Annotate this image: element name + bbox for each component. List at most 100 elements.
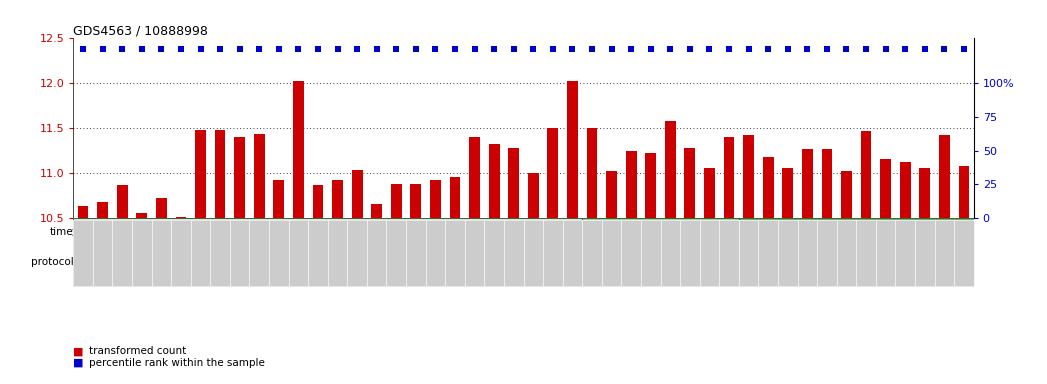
Point xyxy=(760,46,777,52)
Point xyxy=(897,46,914,52)
Point xyxy=(153,46,170,52)
Point xyxy=(877,46,894,52)
Bar xyxy=(215,130,225,218)
Bar xyxy=(117,185,128,218)
Text: ■: ■ xyxy=(73,358,84,368)
Bar xyxy=(352,170,362,218)
Point xyxy=(838,46,854,52)
Bar xyxy=(293,81,304,218)
Text: passive loading: passive loading xyxy=(662,257,738,267)
Point xyxy=(956,46,973,52)
Bar xyxy=(235,137,245,218)
Bar xyxy=(582,247,661,276)
Text: percentile rank within the sample: percentile rank within the sample xyxy=(89,358,265,368)
Bar xyxy=(685,148,695,218)
Bar xyxy=(822,149,832,218)
Bar xyxy=(273,180,284,218)
Bar xyxy=(626,151,637,218)
Point xyxy=(349,46,365,52)
Point xyxy=(603,46,620,52)
Point xyxy=(701,46,718,52)
Bar xyxy=(176,217,186,218)
Bar xyxy=(308,247,582,276)
Point xyxy=(114,46,131,52)
Text: 6 hours - 4 days: 6 hours - 4 days xyxy=(286,227,370,237)
Bar xyxy=(332,180,343,218)
Bar xyxy=(919,169,930,218)
Point xyxy=(173,46,190,52)
Point xyxy=(779,46,796,52)
Bar xyxy=(582,218,739,247)
Bar xyxy=(739,218,974,247)
Point xyxy=(682,46,698,52)
Text: 5-8 days: 5-8 days xyxy=(638,227,683,237)
Bar xyxy=(195,130,206,218)
Point xyxy=(623,46,640,52)
Point xyxy=(819,46,836,52)
Bar xyxy=(313,185,324,218)
Text: time: time xyxy=(50,227,73,237)
Point xyxy=(643,46,660,52)
Bar xyxy=(73,218,582,247)
Bar xyxy=(661,247,739,276)
Bar xyxy=(528,173,538,218)
Text: no loading: no loading xyxy=(596,257,647,267)
Point xyxy=(740,46,757,52)
Point xyxy=(799,46,816,52)
Bar xyxy=(509,148,519,218)
Point xyxy=(936,46,953,52)
Text: 9-14 days: 9-14 days xyxy=(830,227,882,237)
Point xyxy=(387,46,404,52)
Point xyxy=(857,46,874,52)
Bar xyxy=(959,166,970,218)
Point xyxy=(407,46,424,52)
Point xyxy=(662,46,678,52)
Point xyxy=(211,46,228,52)
Bar xyxy=(73,247,308,276)
Point xyxy=(231,46,248,52)
Bar xyxy=(156,198,166,218)
Bar xyxy=(861,131,871,218)
Point xyxy=(251,46,268,52)
Point xyxy=(369,46,385,52)
Bar xyxy=(253,134,265,218)
Text: protocol: protocol xyxy=(31,257,73,267)
Bar xyxy=(97,202,108,218)
Bar xyxy=(704,169,715,218)
Point xyxy=(583,46,600,52)
Bar xyxy=(665,121,675,218)
Point xyxy=(506,46,522,52)
Bar xyxy=(723,137,734,218)
Bar xyxy=(489,144,499,218)
Bar xyxy=(430,180,441,218)
Text: passive loading: passive loading xyxy=(877,257,953,267)
Bar xyxy=(77,206,88,218)
Bar xyxy=(410,184,421,218)
Point xyxy=(447,46,464,52)
Text: GDS4563 / 10888998: GDS4563 / 10888998 xyxy=(73,24,208,37)
Point xyxy=(94,46,111,52)
Bar xyxy=(939,135,950,218)
Point xyxy=(310,46,327,52)
Bar xyxy=(391,184,402,218)
Point xyxy=(916,46,933,52)
Bar xyxy=(856,247,974,276)
Bar xyxy=(586,128,598,218)
Point xyxy=(74,46,91,52)
Bar xyxy=(548,128,558,218)
Bar xyxy=(899,162,911,218)
Bar xyxy=(136,213,148,218)
Point xyxy=(544,46,561,52)
Bar xyxy=(841,171,852,218)
Point xyxy=(193,46,209,52)
Bar xyxy=(606,171,617,218)
Point xyxy=(564,46,581,52)
Text: ■: ■ xyxy=(73,346,84,356)
Bar xyxy=(739,247,856,276)
Point xyxy=(427,46,444,52)
Bar xyxy=(763,157,774,218)
Text: transformed count: transformed count xyxy=(89,346,186,356)
Text: no loading: no loading xyxy=(165,257,217,267)
Bar xyxy=(645,153,656,218)
Text: no loading: no loading xyxy=(772,257,823,267)
